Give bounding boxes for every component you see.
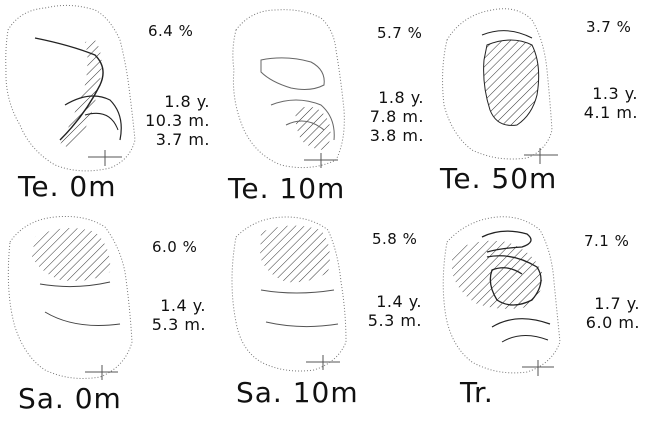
isoline bbox=[84, 112, 119, 131]
stats-block: 1.4 y. 5.3 m. bbox=[350, 292, 422, 330]
stat-line: 1.8 y. bbox=[164, 92, 210, 111]
stat-line: 3.7 m. bbox=[155, 130, 210, 149]
percent-value: 7.1 % bbox=[584, 232, 630, 250]
scale-bar bbox=[85, 365, 118, 380]
hatched-region bbox=[295, 106, 331, 150]
stat-line: 1.4 y. bbox=[376, 292, 422, 311]
scale-bar bbox=[306, 355, 340, 370]
contour-map bbox=[7, 216, 133, 380]
stats-block: 1.7 y. 6.0 m. bbox=[566, 294, 640, 332]
percent-value: 5.8 % bbox=[372, 230, 418, 248]
scale-bar bbox=[522, 360, 554, 376]
percent-value: 3.7 % bbox=[586, 18, 632, 36]
stat-line: 5.3 m. bbox=[151, 315, 206, 334]
panel-label: Sa. 10m bbox=[236, 376, 359, 409]
hatched-region bbox=[260, 225, 330, 283]
coastline bbox=[442, 216, 561, 374]
map-panel-te-50m: 3.7 % 1.3 y. 4.1 m. Te. 50m bbox=[432, 0, 648, 212]
stat-line: 1.8 y. bbox=[378, 88, 424, 107]
isoline bbox=[481, 230, 532, 253]
panel-label: Tr. bbox=[460, 376, 494, 409]
contour-map bbox=[5, 4, 136, 172]
contour-map bbox=[231, 216, 347, 372]
panel-label: Te. 50m bbox=[440, 162, 558, 195]
scale-bar bbox=[88, 150, 122, 166]
map-panel-sa-0m: 6.0 % 1.4 y. 5.3 m. Sa. 0m bbox=[0, 212, 216, 424]
stat-line: 3.8 m. bbox=[369, 126, 424, 145]
isoline bbox=[265, 321, 339, 328]
contour-map bbox=[442, 8, 558, 164]
coastline bbox=[5, 4, 136, 172]
map-panel-te-10m: 5.7 % 1.8 y. 7.8 m. 3.8 m. Te. 10m bbox=[216, 0, 432, 212]
isoline bbox=[501, 335, 549, 343]
map-panel-te-0m: 6.4 % 1.8 y. 10.3 m. 3.7 m. Te. 0m bbox=[0, 0, 216, 212]
map-panel-tr: 7.1 % 1.7 y. 6.0 m. Tr. bbox=[432, 212, 648, 424]
map-panel-sa-10m: 5.8 % 1.4 y. 5.3 m. Sa. 10m bbox=[216, 212, 432, 424]
isoline bbox=[260, 289, 335, 294]
isoline bbox=[270, 99, 335, 141]
isoline bbox=[44, 311, 121, 326]
scale-bar bbox=[304, 153, 338, 168]
stat-line: 6.0 m. bbox=[585, 313, 640, 332]
isoline bbox=[481, 30, 533, 39]
stat-line: 1.7 y. bbox=[594, 294, 640, 313]
stats-block: 1.3 y. 4.1 m. bbox=[566, 84, 638, 122]
stats-block: 1.4 y. 5.3 m. bbox=[134, 296, 206, 334]
hatched-region bbox=[483, 39, 540, 126]
stat-line: 10.3 m. bbox=[145, 111, 210, 130]
hatched-region bbox=[452, 240, 543, 309]
coastline bbox=[232, 9, 345, 169]
isoline bbox=[285, 120, 325, 131]
coastline bbox=[7, 216, 133, 379]
isoline bbox=[260, 57, 325, 90]
percent-value: 5.7 % bbox=[377, 24, 423, 42]
stat-line: 4.1 m. bbox=[583, 103, 638, 122]
isoline bbox=[491, 318, 551, 328]
panel-label: Te. 10m bbox=[228, 172, 346, 205]
scale-bar bbox=[524, 148, 558, 164]
panel-label: Te. 0m bbox=[18, 170, 117, 203]
panel-label: Sa. 0m bbox=[18, 382, 122, 415]
stat-line: 1.3 y. bbox=[592, 84, 638, 103]
hatched-region bbox=[60, 40, 102, 147]
stats-block: 1.8 y. 10.3 m. 3.7 m. bbox=[140, 92, 210, 149]
percent-value: 6.4 % bbox=[148, 22, 194, 40]
isoline bbox=[486, 255, 542, 306]
isoline bbox=[34, 37, 104, 141]
contour-map bbox=[442, 216, 561, 376]
isoline bbox=[39, 281, 111, 288]
contour-map bbox=[232, 9, 345, 169]
isoline bbox=[64, 95, 122, 141]
percent-value: 6.0 % bbox=[152, 238, 198, 256]
stats-block: 1.8 y. 7.8 m. 3.8 m. bbox=[352, 88, 424, 145]
stat-line: 1.4 y. bbox=[160, 296, 206, 315]
stat-line: 5.3 m. bbox=[367, 311, 422, 330]
stat-line: 7.8 m. bbox=[369, 107, 424, 126]
hatched-region bbox=[32, 228, 111, 281]
